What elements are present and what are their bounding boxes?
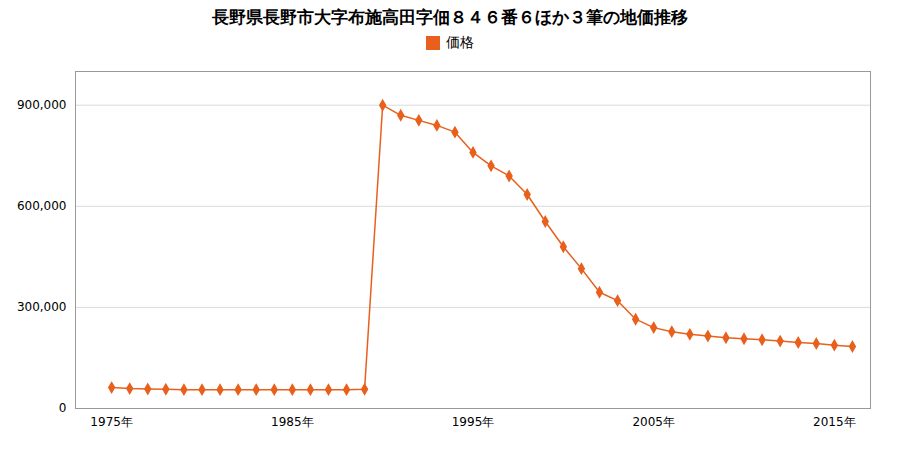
svg-text:1975年: 1975年 [90,415,133,429]
svg-text:300,000: 300,000 [17,300,67,314]
svg-text:1995年: 1995年 [452,415,495,429]
html-text:価格: 価格 [446,34,474,50]
svg-text:1985年: 1985年 [271,415,314,429]
svg-text:0: 0 [59,401,67,415]
svg-text:900,000: 900,000 [17,98,67,112]
svg-text:2015年: 2015年 [813,415,856,429]
html-text:長野県長野市大字布施高田字佃８４６番６ほか３筆の地価推移: 長野県長野市大字布施高田字佃８４６番６ほか３筆の地価推移 [212,7,688,27]
svg-text:600,000: 600,000 [17,199,67,213]
svg-text:2005年: 2005年 [632,415,675,429]
